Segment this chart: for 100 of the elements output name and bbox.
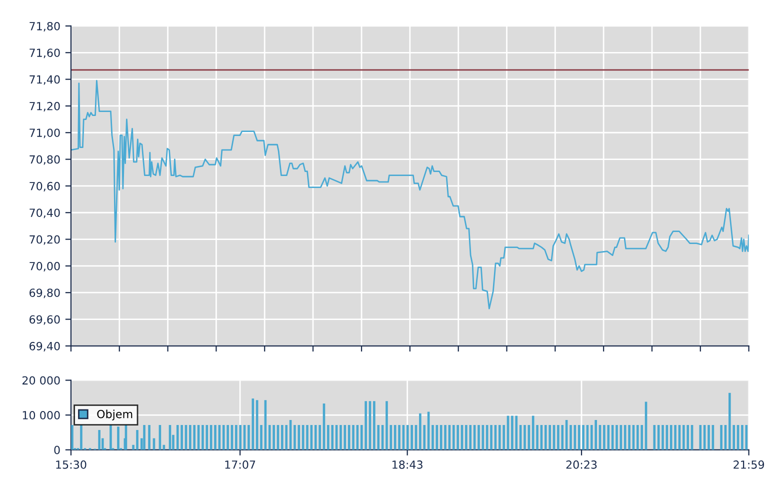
bar: [260, 424, 262, 450]
bar: [728, 392, 731, 450]
bar: [318, 424, 321, 450]
bar: [444, 424, 446, 450]
bar: [490, 424, 492, 450]
bar: [148, 424, 150, 450]
bar: [419, 413, 422, 450]
bar: [578, 424, 580, 450]
bar: [452, 424, 455, 450]
y-tick-label: 70,80: [30, 155, 60, 165]
y-tick-label: 70,60: [30, 182, 60, 192]
x-tick-label: 17:07: [225, 460, 256, 469]
bar: [239, 424, 242, 450]
bar: [745, 424, 748, 450]
bar: [603, 424, 606, 450]
bar: [327, 424, 330, 450]
bar: [548, 424, 551, 450]
bar: [272, 424, 275, 450]
bar: [741, 424, 744, 450]
bar: [515, 416, 518, 450]
bar: [636, 424, 639, 450]
bar: [628, 424, 630, 450]
bar: [193, 424, 196, 450]
bar: [206, 424, 208, 450]
bar: [202, 424, 204, 450]
bar: [235, 424, 238, 450]
bar: [594, 420, 597, 450]
y-tick-label: 71,80: [30, 22, 60, 32]
y-tick-label: 71,40: [30, 75, 60, 85]
bar: [331, 424, 334, 450]
bar: [498, 424, 501, 450]
bar: [268, 424, 271, 450]
x-tick-label: 21:59: [734, 460, 764, 469]
bar: [110, 424, 112, 450]
bar: [532, 416, 534, 450]
bar: [544, 424, 547, 450]
bar: [699, 424, 702, 450]
bar: [582, 424, 584, 450]
x-tick-label: 20:23: [566, 460, 597, 469]
bar: [281, 424, 284, 450]
y-tick-label: 10 000: [22, 411, 60, 420]
bar: [340, 424, 342, 450]
bar: [478, 424, 480, 450]
bar: [432, 424, 434, 450]
bar: [670, 424, 672, 450]
bar: [80, 424, 82, 450]
y-tick-label: 69,60: [30, 315, 60, 325]
bar: [226, 424, 229, 450]
bar: [469, 424, 472, 450]
y-tick-label: 69,80: [30, 288, 60, 298]
bar: [686, 424, 689, 450]
bar: [616, 424, 618, 450]
y-tick-label: 70,40: [30, 208, 60, 218]
bar: [189, 424, 192, 450]
bar: [570, 424, 572, 450]
bar: [502, 424, 505, 450]
y-tick-label: 70,20: [30, 235, 60, 245]
bar: [486, 424, 488, 450]
bar: [662, 424, 664, 450]
bar: [640, 424, 643, 450]
y-tick-label: 69,40: [30, 342, 60, 352]
bar: [682, 424, 685, 450]
y-tick-label: 71,00: [30, 128, 60, 138]
bar: [98, 430, 100, 450]
bar: [410, 424, 413, 450]
bar: [306, 424, 308, 450]
bar: [352, 424, 354, 450]
bar: [214, 424, 216, 450]
bar: [708, 424, 710, 450]
y-tick-label: 71,60: [30, 48, 60, 58]
bar: [607, 424, 610, 450]
bar: [143, 424, 146, 450]
bar: [624, 424, 626, 450]
bar: [653, 424, 656, 450]
bar: [398, 424, 400, 450]
legend-label: Objem: [97, 410, 132, 420]
bar: [524, 424, 526, 450]
y-tick-label: 20 000: [22, 376, 60, 385]
y-tick-label: 0: [54, 446, 60, 454]
bar: [136, 430, 138, 450]
bar: [117, 426, 120, 450]
bar: [373, 401, 376, 450]
bar: [364, 401, 367, 450]
line-series: [70, 80, 749, 310]
x-tick-label: 15:30: [56, 460, 86, 469]
bar: [180, 424, 183, 450]
bar: [465, 424, 468, 450]
bar: [720, 424, 722, 450]
bar: [386, 401, 388, 450]
bar: [248, 424, 250, 450]
bar: [222, 424, 225, 450]
bar: [511, 416, 514, 450]
bar: [406, 424, 409, 450]
bar: [314, 424, 317, 450]
bar: [674, 424, 676, 450]
bar: [176, 424, 179, 450]
y-tick-label: 71,20: [30, 102, 60, 112]
bar: [285, 424, 288, 450]
x-tick-label: 18:43: [392, 460, 422, 469]
bar: [557, 424, 560, 450]
